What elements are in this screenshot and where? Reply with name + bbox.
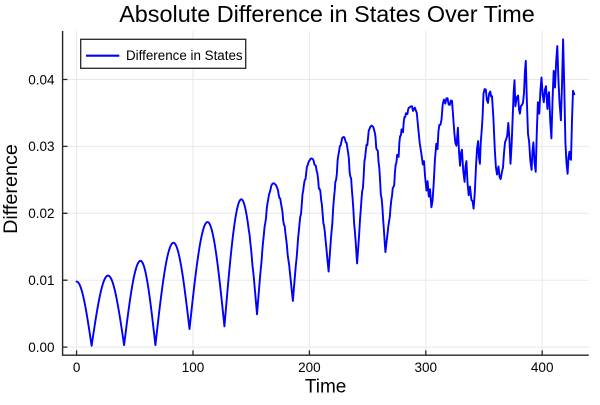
svg-text:Absolute Difference in States: Absolute Difference in States Over Time	[119, 1, 535, 27]
svg-text:Difference: Difference	[0, 144, 22, 234]
svg-text:0.02: 0.02	[28, 206, 54, 221]
svg-text:100: 100	[182, 360, 205, 375]
svg-text:0.00: 0.00	[28, 340, 54, 355]
svg-text:0.01: 0.01	[28, 273, 54, 288]
svg-text:0: 0	[73, 360, 81, 375]
svg-text:0.03: 0.03	[28, 139, 54, 154]
svg-text:300: 300	[415, 360, 438, 375]
svg-text:0.04: 0.04	[28, 72, 55, 87]
svg-text:Time: Time	[305, 377, 347, 398]
svg-text:400: 400	[531, 360, 554, 375]
svg-text:200: 200	[298, 360, 321, 375]
svg-text:Difference in States: Difference in States	[126, 48, 243, 63]
